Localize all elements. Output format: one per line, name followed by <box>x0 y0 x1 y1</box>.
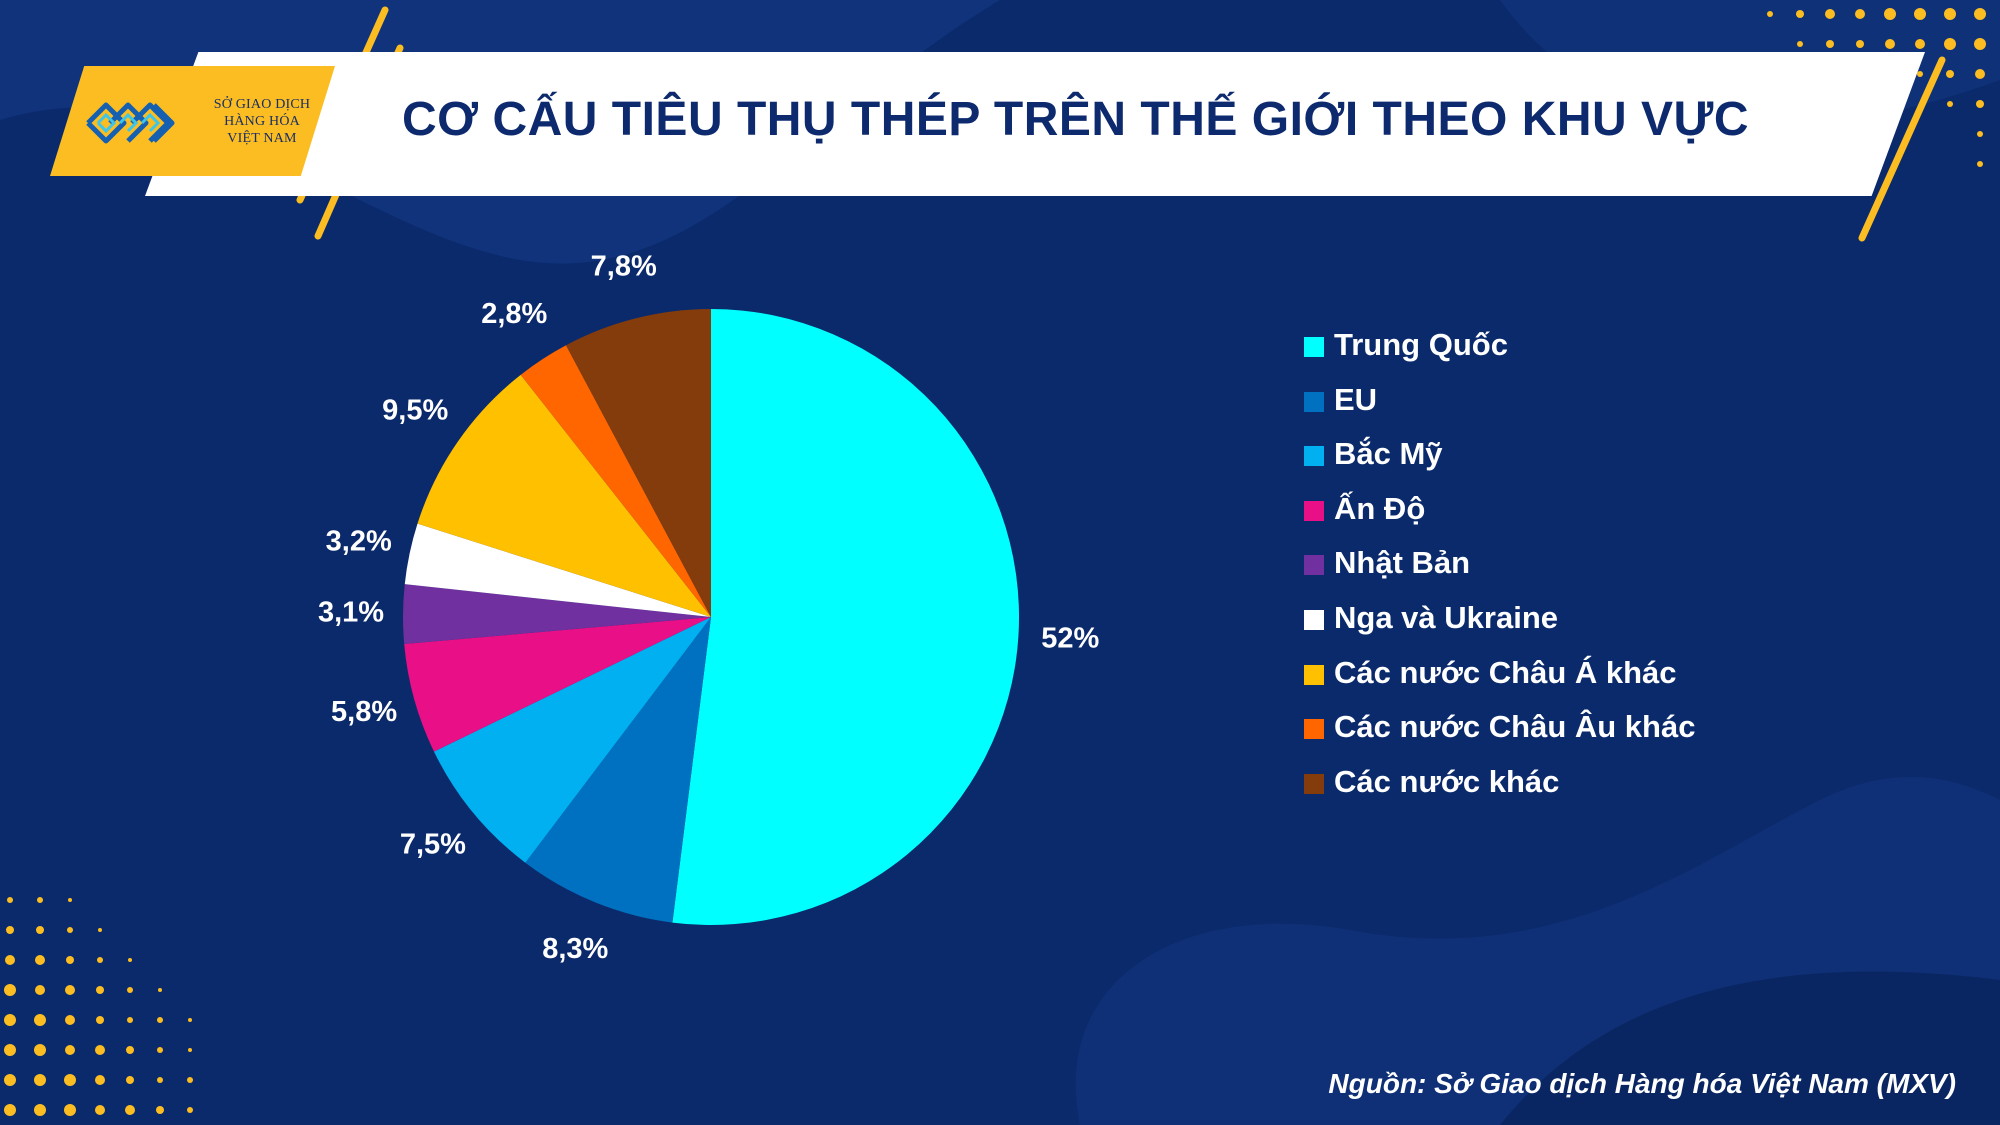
logo-background <box>50 66 335 176</box>
pie-slice-5 <box>403 584 711 645</box>
legend-swatch <box>1304 555 1324 576</box>
legend-label: Các nước Châu Âu khác <box>1334 709 1696 745</box>
mxv-logo-icon <box>86 102 175 144</box>
logo-line-3: VIỆT NAM <box>227 131 297 146</box>
pie-slice-2 <box>525 617 711 923</box>
data-label-6: 3,2% <box>326 526 392 558</box>
legend-swatch <box>1304 773 1324 794</box>
pie-slice-4 <box>404 617 711 752</box>
legend-label: Trung Quốc <box>1334 327 1508 362</box>
pie-slice-1 <box>672 309 1020 925</box>
data-label-7: 9,5% <box>382 395 448 427</box>
data-label-2: 8,3% <box>542 933 608 965</box>
legend-swatch <box>1304 664 1324 685</box>
dot-pattern-bottom-left <box>4 897 193 1116</box>
pie-slice-9 <box>566 308 711 617</box>
pie-slice-3 <box>433 617 711 863</box>
legend-label: Ấn Độ <box>1334 490 1426 526</box>
pie-slice-6 <box>404 523 711 617</box>
data-label-5: 3,1% <box>318 596 384 628</box>
title-banner <box>145 52 1925 196</box>
data-label-8: 2,8% <box>481 298 547 330</box>
dot-pattern-top-right <box>1767 8 1986 167</box>
legend-swatch <box>1304 719 1324 740</box>
logo-line-2: HÀNG HÓA <box>224 114 300 129</box>
legend-swatch <box>1304 446 1324 467</box>
page-title: CƠ CẤU TIÊU THỤ THÉP TRÊN THẾ GIỚI THEO … <box>402 93 1750 146</box>
legend-swatch <box>1304 391 1324 412</box>
pie-slice-8 <box>520 345 711 617</box>
legend-swatch <box>1304 337 1324 357</box>
source-note: Nguồn: Sở Giao dịch Hàng hóa Việt Nam (M… <box>1328 1068 1956 1099</box>
logo-line-1: SỞ GIAO DỊCH <box>213 97 311 112</box>
data-label-9: 7,8% <box>591 250 657 282</box>
legend-label: Nhật Bản <box>1334 545 1471 581</box>
pie-slice-7 <box>417 374 711 617</box>
legend-label: EU <box>1334 381 1378 417</box>
legend-swatch <box>1304 609 1324 630</box>
legend-label: Các nước khác <box>1334 763 1560 799</box>
data-label-3: 7,5% <box>400 828 466 860</box>
legend-label: Bắc Mỹ <box>1334 436 1443 472</box>
legend-label: Nga và Ukraine <box>1334 599 1558 635</box>
legend-label: Các nước Châu Á khác <box>1334 654 1677 690</box>
data-label-4: 5,8% <box>331 696 397 728</box>
logo-wordmark: SỞ GIAO DỊCH HÀNG HÓA VIỆT NAM <box>202 96 322 147</box>
data-label-1: 52% <box>1041 622 1099 654</box>
legend-swatch <box>1304 500 1324 521</box>
